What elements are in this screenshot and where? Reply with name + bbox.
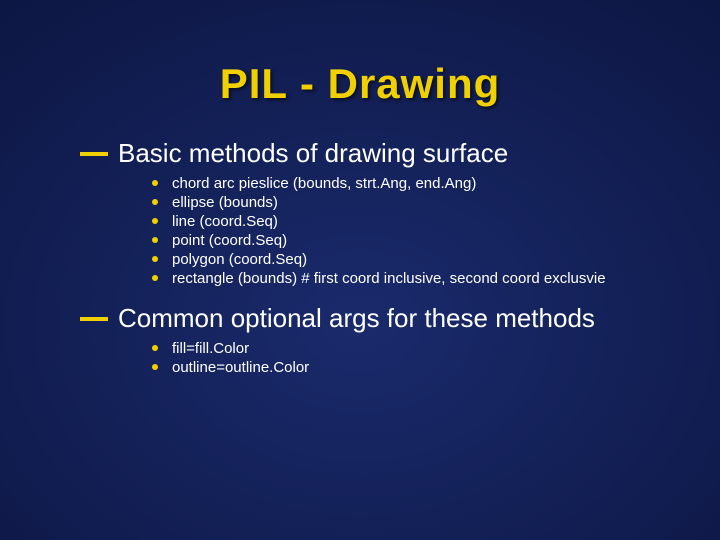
section-heading-row: Common optional args for these methods <box>80 303 680 334</box>
list-item: rectangle (bounds) # first coord inclusi… <box>152 270 680 287</box>
dash-bullet-icon <box>80 317 108 321</box>
section-2: Common optional args for these methods f… <box>80 303 680 376</box>
section-1: Basic methods of drawing surface chord a… <box>80 138 680 287</box>
section-2-heading: Common optional args for these methods <box>118 303 595 334</box>
list-item: line (coord.Seq) <box>152 213 680 230</box>
slide-title: PIL - Drawing <box>40 60 680 108</box>
list-item: point (coord.Seq) <box>152 232 680 249</box>
dot-bullet-icon <box>152 237 158 243</box>
list-item: outline=outline.Color <box>152 359 680 376</box>
item-text: point (coord.Seq) <box>172 232 287 249</box>
list-item: polygon (coord.Seq) <box>152 251 680 268</box>
dot-bullet-icon <box>152 345 158 351</box>
item-text: line (coord.Seq) <box>172 213 278 230</box>
item-text: rectangle (bounds) # first coord inclusi… <box>172 270 606 287</box>
dot-bullet-icon <box>152 180 158 186</box>
list-item: ellipse (bounds) <box>152 194 680 211</box>
item-text: fill=fill.Color <box>172 340 249 357</box>
item-text: polygon (coord.Seq) <box>172 251 307 268</box>
dot-bullet-icon <box>152 364 158 370</box>
slide-container: PIL - Drawing Basic methods of drawing s… <box>0 0 720 432</box>
item-text: ellipse (bounds) <box>172 194 278 211</box>
section-1-heading: Basic methods of drawing surface <box>118 138 508 169</box>
section-2-items: fill=fill.Color outline=outline.Color <box>152 340 680 376</box>
dot-bullet-icon <box>152 275 158 281</box>
section-heading-row: Basic methods of drawing surface <box>80 138 680 169</box>
dash-bullet-icon <box>80 152 108 156</box>
item-text: chord arc pieslice (bounds, strt.Ang, en… <box>172 175 476 192</box>
list-item: chord arc pieslice (bounds, strt.Ang, en… <box>152 175 680 192</box>
dot-bullet-icon <box>152 256 158 262</box>
dot-bullet-icon <box>152 199 158 205</box>
item-text: outline=outline.Color <box>172 359 309 376</box>
dot-bullet-icon <box>152 218 158 224</box>
list-item: fill=fill.Color <box>152 340 680 357</box>
section-1-items: chord arc pieslice (bounds, strt.Ang, en… <box>152 175 680 287</box>
